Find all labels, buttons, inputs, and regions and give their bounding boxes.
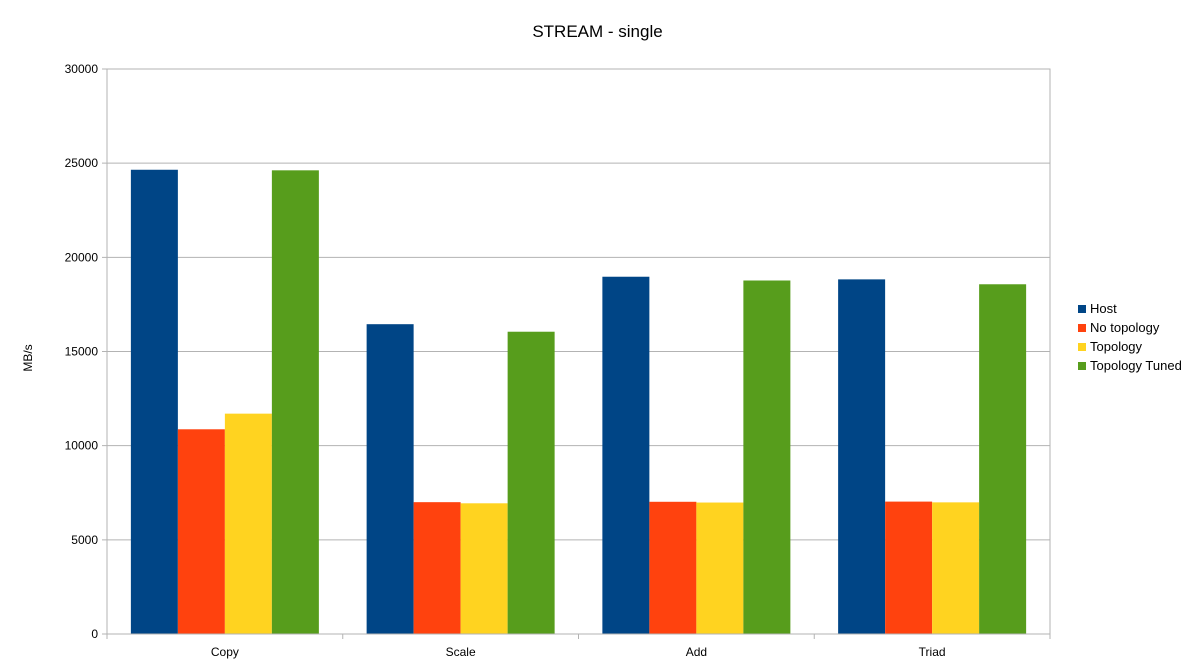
bar-topology-tuned-copy [271, 170, 319, 634]
legend-label: Host [1090, 301, 1117, 316]
legend-item: Topology Tuned [1078, 356, 1182, 375]
bar-host-copy [130, 169, 178, 634]
axes: 0 5000 10000 15000 20000 25000 30000 Copy Scale A… [65, 62, 1051, 659]
x-tick-label: Copy [211, 645, 239, 659]
x-tick-label: Scale [446, 645, 476, 659]
legend-label: Topology [1090, 339, 1143, 354]
legend-swatch [1078, 361, 1086, 370]
bar-host-triad [838, 279, 886, 634]
bar-host-add [602, 276, 650, 634]
bar-topology-triad [932, 502, 980, 634]
legend: Host No topology Topology Topology Tuned [1078, 299, 1182, 375]
chart-title: STREAM - single [532, 22, 663, 41]
x-tick-label: Triad [919, 645, 946, 659]
legend-label: No topology [1090, 320, 1160, 335]
bar-no-topology-triad [885, 501, 933, 634]
bar-no-topology-scale [413, 502, 461, 634]
legend-item: Host [1078, 299, 1182, 318]
bar-topology-tuned-triad [979, 284, 1027, 634]
x-tick-label: Add [686, 645, 707, 659]
y-tick-label: 30000 [65, 62, 99, 76]
bar-no-topology-copy [177, 429, 225, 634]
bar-topology-scale [460, 503, 508, 634]
legend-label: Topology Tuned [1090, 358, 1182, 373]
y-tick-label: 0 [91, 627, 98, 641]
y-tick-label: 15000 [65, 345, 99, 359]
legend-swatch [1078, 304, 1086, 313]
y-tick-label: 5000 [71, 533, 98, 547]
legend-swatch [1078, 342, 1086, 351]
y-axis-label: MB/s [21, 344, 35, 371]
y-tick-label: 20000 [65, 250, 99, 264]
bar-topology-copy [224, 413, 272, 634]
legend-item: Topology [1078, 337, 1182, 356]
y-tick-label: 25000 [65, 156, 99, 170]
bar-host-scale [366, 324, 414, 634]
bar-no-topology-add [649, 501, 697, 634]
legend-swatch [1078, 323, 1086, 332]
y-tick-label: 10000 [65, 439, 99, 453]
legend-item: No topology [1078, 318, 1182, 337]
bar-topology-add [696, 502, 744, 634]
bar-topology-tuned-scale [507, 331, 555, 634]
bars [130, 169, 1027, 634]
bar-topology-tuned-add [743, 280, 791, 634]
